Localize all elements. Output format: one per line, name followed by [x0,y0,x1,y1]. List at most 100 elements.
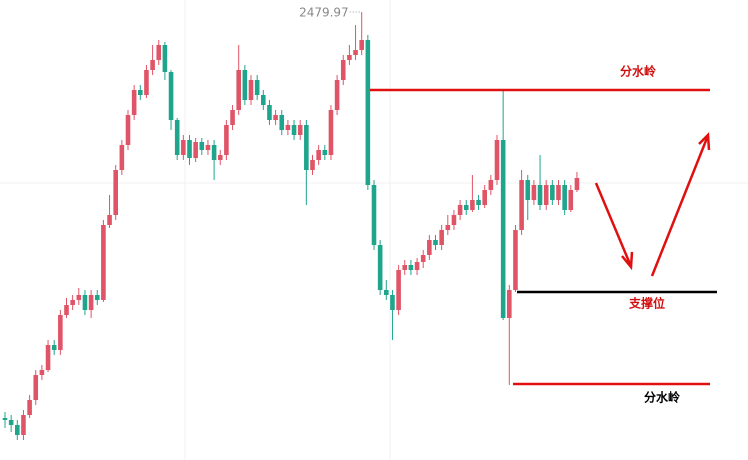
annotation: 支撑位 [628,296,665,311]
candle-body [334,80,340,110]
candle-body [113,170,118,215]
candle-body [181,140,186,155]
candle-body [279,115,285,130]
candle-body [224,125,229,155]
candle-body [433,240,438,245]
candle-body [513,230,518,290]
candle-body [236,70,241,110]
candle-body [476,200,481,205]
candle-body [27,400,32,415]
candle-body [574,178,580,190]
candle-body [267,105,272,120]
arrow [650,137,709,277]
candle-body [174,120,180,155]
candle-body [64,305,69,315]
arrow-head [698,132,711,151]
candle-body [340,60,346,80]
candle-body [15,425,20,435]
max-label: 2479.97 [299,6,349,20]
candle-body [187,140,192,158]
candle-body [2,418,8,420]
candle-body [390,295,395,310]
candle-body [230,110,235,125]
candle-body [347,55,352,60]
candle-body [543,185,549,205]
candle-body [537,185,543,205]
candle-body [51,345,57,350]
candle-body [33,375,39,400]
candle-body [144,70,149,95]
annotation: 分水岭 [620,64,656,79]
candle-body [359,40,364,50]
candle-body [94,295,100,300]
candle-body [8,420,14,425]
arrow-head [621,251,634,271]
candle-body [156,45,162,60]
arrow [594,182,632,265]
candle-body [427,240,432,255]
candle-body [310,160,315,170]
candle-body [119,145,125,170]
candle-body [101,225,106,300]
candle-body [285,125,291,130]
candle-body [199,142,205,150]
candle-body [519,180,524,230]
candle-body [70,300,75,305]
candle-body [304,125,309,170]
candle-body [242,70,248,100]
candle-body [482,190,487,205]
candle-body [550,185,555,200]
candle-body [500,140,506,318]
candle-body [131,90,137,115]
candle-body [457,205,463,215]
arrows [594,132,711,277]
candle-body [365,40,371,185]
candle-body [297,125,303,135]
candle-body [408,265,414,270]
candle-body [273,115,278,120]
candle-body [488,180,494,190]
candle-body [58,315,63,350]
candle-body [211,145,217,160]
candle-body [507,290,512,318]
candle-body [76,295,82,300]
candle-body [291,125,297,135]
candle-body [420,255,426,262]
candle-body [451,215,457,225]
candle-body [556,185,561,200]
candle-body [402,265,408,270]
candle-body [494,140,500,180]
candle-body [445,225,451,230]
annotation: 分水岭 [644,390,680,405]
candle-body [463,205,469,210]
candle-body [45,345,51,370]
candle-body [322,150,328,155]
candle-body [568,190,574,210]
candle-body [384,290,389,295]
candle-body [377,245,383,290]
candle-body [439,230,444,245]
candle-body [21,415,26,435]
candle-body [150,60,155,70]
candle-body [396,270,401,310]
candle-body [328,110,334,155]
candle-body [138,90,143,95]
candle-body [562,185,567,210]
candle-body [88,295,94,310]
candle-body [125,115,131,145]
candle-body [353,50,358,55]
candle-body [107,215,112,225]
candle-body [39,370,45,375]
candle-body [217,155,223,160]
candle-body [470,200,475,210]
candle-body [168,72,174,120]
candle-body [371,185,377,245]
candle-body [82,295,88,310]
candle-body [254,80,260,95]
candle-body [193,142,198,158]
candle-body [414,262,420,270]
candle-body [531,185,537,200]
candle-body [248,80,254,100]
candle-body [205,145,211,150]
